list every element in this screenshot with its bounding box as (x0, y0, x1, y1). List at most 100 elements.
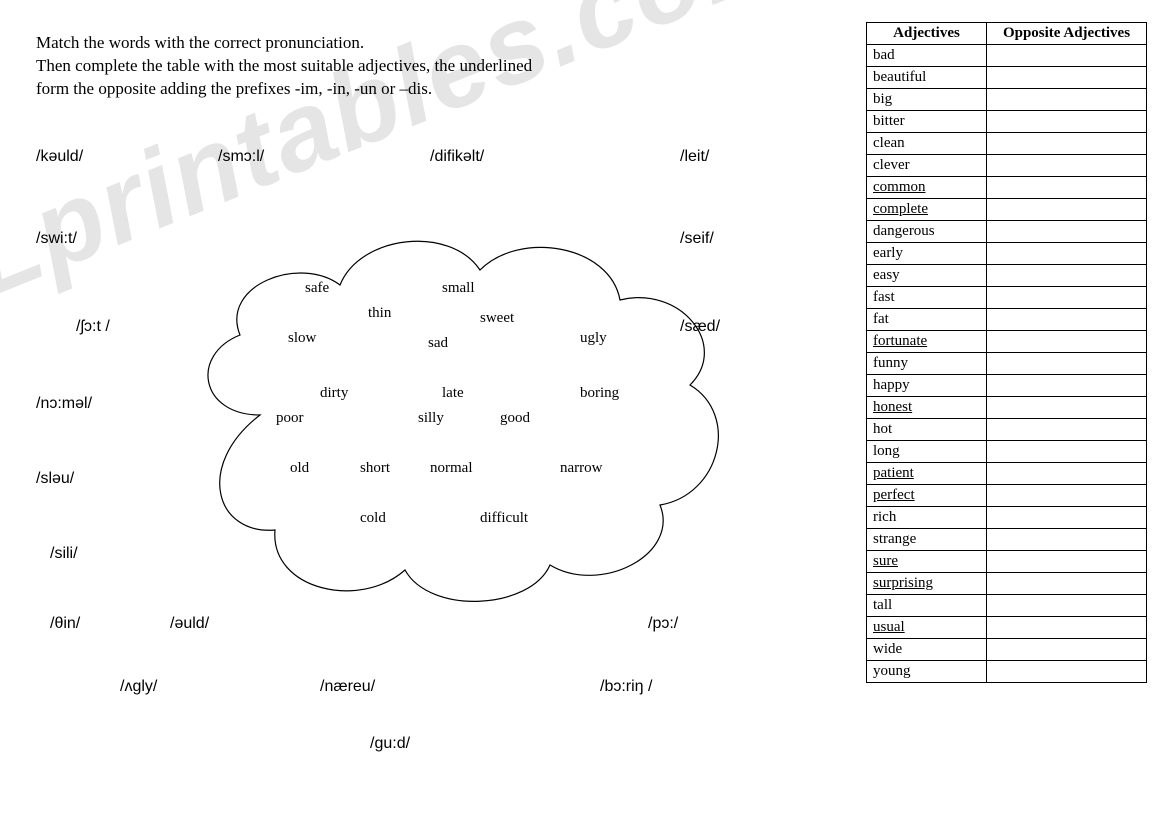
phonetic-label: /seif/ (680, 230, 714, 248)
adjective-cell: rich (867, 507, 987, 529)
header-adjectives: Adjectives (867, 23, 987, 45)
cloud-word: late (442, 385, 464, 402)
table-body: badbeautifulbigbittercleanclevercommonco… (867, 45, 1147, 683)
instruction-line-1: Match the words with the correct pronunc… (36, 32, 532, 55)
phonetic-label: /ʃɔ:t / (76, 318, 110, 336)
opposite-cell[interactable] (987, 67, 1147, 89)
table-row: happy (867, 375, 1147, 397)
table-row: bad (867, 45, 1147, 67)
cloud-word: dirty (320, 385, 348, 402)
adjective-cell: sure (867, 551, 987, 573)
adjective-cell: perfect (867, 485, 987, 507)
table-row: fat (867, 309, 1147, 331)
opposite-cell[interactable] (987, 573, 1147, 595)
opposite-cell[interactable] (987, 221, 1147, 243)
opposite-cell[interactable] (987, 463, 1147, 485)
phonetic-label: /leit/ (680, 148, 709, 166)
adjective-cell: fortunate (867, 331, 987, 353)
opposite-cell[interactable] (987, 133, 1147, 155)
table-row: hot (867, 419, 1147, 441)
opposite-cell[interactable] (987, 45, 1147, 67)
cloud-word: boring (580, 385, 619, 402)
adjective-cell: funny (867, 353, 987, 375)
adjectives-table: Adjectives Opposite Adjectives badbeauti… (866, 22, 1147, 683)
table-row: clean (867, 133, 1147, 155)
phonetic-label: /ʌgly/ (120, 678, 157, 696)
table-row: rich (867, 507, 1147, 529)
opposite-cell[interactable] (987, 111, 1147, 133)
table-row: easy (867, 265, 1147, 287)
opposite-cell[interactable] (987, 265, 1147, 287)
table-header-row: Adjectives Opposite Adjectives (867, 23, 1147, 45)
phonetic-label: /pɔ:/ (648, 615, 678, 633)
adjective-cell: strange (867, 529, 987, 551)
opposite-cell[interactable] (987, 155, 1147, 177)
opposite-cell[interactable] (987, 529, 1147, 551)
table-row: early (867, 243, 1147, 265)
table-row: honest (867, 397, 1147, 419)
header-opposite: Opposite Adjectives (987, 23, 1147, 45)
table-row: usual (867, 617, 1147, 639)
adjective-cell: patient (867, 463, 987, 485)
table-row: strange (867, 529, 1147, 551)
cloud-word: short (360, 460, 390, 477)
opposite-cell[interactable] (987, 617, 1147, 639)
table-row: patient (867, 463, 1147, 485)
adjective-cell: surprising (867, 573, 987, 595)
opposite-cell[interactable] (987, 287, 1147, 309)
phonetic-label: /θin/ (50, 615, 80, 633)
adjective-cell: common (867, 177, 987, 199)
adjective-cell: tall (867, 595, 987, 617)
table-row: beautiful (867, 67, 1147, 89)
cloud-word: cold (360, 510, 386, 527)
adjective-cell: usual (867, 617, 987, 639)
opposite-cell[interactable] (987, 375, 1147, 397)
instructions-block: Match the words with the correct pronunc… (36, 32, 532, 101)
phonetic-label: /sili/ (50, 545, 78, 563)
adjective-cell: long (867, 441, 987, 463)
table-row: common (867, 177, 1147, 199)
cloud-word: sweet (480, 310, 514, 327)
table-row: long (867, 441, 1147, 463)
opposite-cell[interactable] (987, 485, 1147, 507)
table-row: surprising (867, 573, 1147, 595)
opposite-cell[interactable] (987, 199, 1147, 221)
opposite-cell[interactable] (987, 419, 1147, 441)
instruction-line-2: Then complete the table with the most su… (36, 55, 532, 78)
opposite-cell[interactable] (987, 441, 1147, 463)
cloud-word: slow (288, 330, 316, 347)
phonetic-label: /smɔ:l/ (218, 148, 264, 166)
cloud-word: narrow (560, 460, 602, 477)
opposite-cell[interactable] (987, 331, 1147, 353)
opposite-cell[interactable] (987, 661, 1147, 683)
table-row: bitter (867, 111, 1147, 133)
adjective-cell: easy (867, 265, 987, 287)
opposite-cell[interactable] (987, 243, 1147, 265)
opposite-cell[interactable] (987, 353, 1147, 375)
phonetic-label: /sləu/ (36, 470, 74, 488)
adjective-cell: clean (867, 133, 987, 155)
cloud-word: ugly (580, 330, 607, 347)
adjective-cell: honest (867, 397, 987, 419)
adjective-cell: bad (867, 45, 987, 67)
phonetic-label: /gu:d/ (370, 735, 410, 753)
opposite-cell[interactable] (987, 89, 1147, 111)
table-row: clever (867, 155, 1147, 177)
adjective-cell: young (867, 661, 987, 683)
opposite-cell[interactable] (987, 507, 1147, 529)
opposite-cell[interactable] (987, 595, 1147, 617)
opposite-cell[interactable] (987, 309, 1147, 331)
phonetic-label: /sæd/ (680, 318, 720, 336)
phonetic-label: /bɔ:riŋ / (600, 678, 652, 696)
cloud-word: poor (276, 410, 304, 427)
adjective-cell: clever (867, 155, 987, 177)
opposite-cell[interactable] (987, 639, 1147, 661)
cloud-word: good (500, 410, 530, 427)
table-row: fast (867, 287, 1147, 309)
opposite-cell[interactable] (987, 397, 1147, 419)
cloud-word: old (290, 460, 309, 477)
opposite-cell[interactable] (987, 177, 1147, 199)
phonetic-label: /difikəlt/ (430, 148, 484, 166)
watermark-text: ESLprintables.com (0, 0, 780, 780)
opposite-cell[interactable] (987, 551, 1147, 573)
